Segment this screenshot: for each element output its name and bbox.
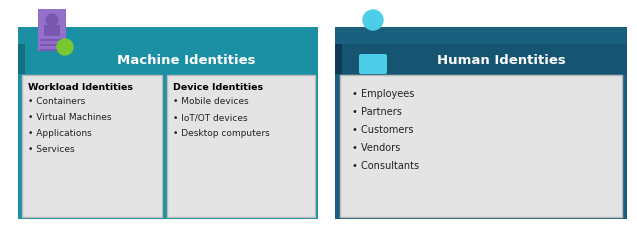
Text: • Containers: • Containers [28, 97, 85, 106]
FancyBboxPatch shape [335, 45, 342, 75]
Text: • Services: • Services [28, 145, 75, 154]
FancyBboxPatch shape [38, 10, 66, 52]
Text: Device Identities: Device Identities [173, 83, 263, 92]
Text: • Desktop computers: • Desktop computers [173, 129, 269, 138]
FancyBboxPatch shape [340, 76, 622, 217]
Text: Machine Identities: Machine Identities [117, 53, 255, 66]
Text: • Applications: • Applications [28, 129, 92, 138]
Text: • Customers: • Customers [352, 124, 413, 134]
Circle shape [363, 11, 383, 31]
Text: • Virtual Machines: • Virtual Machines [28, 113, 111, 122]
FancyBboxPatch shape [335, 28, 627, 219]
Text: Human Identities: Human Identities [436, 53, 566, 66]
FancyBboxPatch shape [335, 45, 627, 75]
FancyBboxPatch shape [18, 45, 318, 75]
FancyBboxPatch shape [44, 26, 60, 37]
FancyBboxPatch shape [18, 28, 318, 219]
FancyBboxPatch shape [359, 55, 387, 75]
FancyBboxPatch shape [167, 76, 315, 217]
Text: • Consultants: • Consultants [352, 160, 419, 170]
Text: • Vendors: • Vendors [352, 142, 400, 152]
Text: • Mobile devices: • Mobile devices [173, 97, 248, 106]
Text: • Partners: • Partners [352, 106, 402, 117]
Circle shape [46, 15, 58, 27]
Text: Workload Identities: Workload Identities [28, 83, 133, 92]
Text: • IoT/OT devices: • IoT/OT devices [173, 113, 248, 122]
Circle shape [57, 40, 73, 56]
FancyBboxPatch shape [18, 45, 25, 75]
FancyBboxPatch shape [22, 76, 162, 217]
Text: • Employees: • Employees [352, 89, 415, 99]
